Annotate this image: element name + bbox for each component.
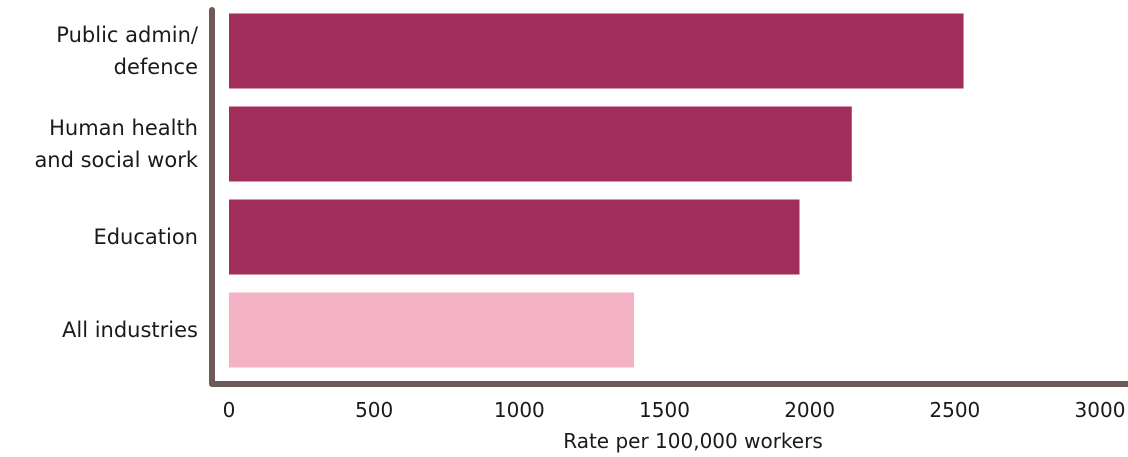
x-axis-title: Rate per 100,000 workers <box>563 429 823 453</box>
x-tick-label: 1000 <box>494 398 545 422</box>
bar <box>229 292 635 368</box>
x-tick-label: 2500 <box>929 398 980 422</box>
category-label: Public admin/defence <box>56 23 199 79</box>
bar <box>229 199 800 275</box>
x-tick-label: 3000 <box>1075 398 1126 422</box>
bar <box>229 13 964 89</box>
x-tick-label: 1500 <box>639 398 690 422</box>
x-tick-label: 500 <box>355 398 393 422</box>
chart-axes <box>209 7 1128 387</box>
category-labels: Public admin/defence Human health and soci… <box>34 23 198 342</box>
category-label: Human health and social work <box>34 116 198 172</box>
x-tick-label: 2000 <box>784 398 835 422</box>
category-label: Education <box>93 225 198 249</box>
x-tick-label: 0 <box>223 398 236 422</box>
bar <box>229 106 852 182</box>
category-label: All industries <box>62 318 198 342</box>
x-tick-labels: 0 500 1000 1500 2000 2500 3000 <box>223 398 1126 422</box>
bars-group <box>229 13 964 368</box>
